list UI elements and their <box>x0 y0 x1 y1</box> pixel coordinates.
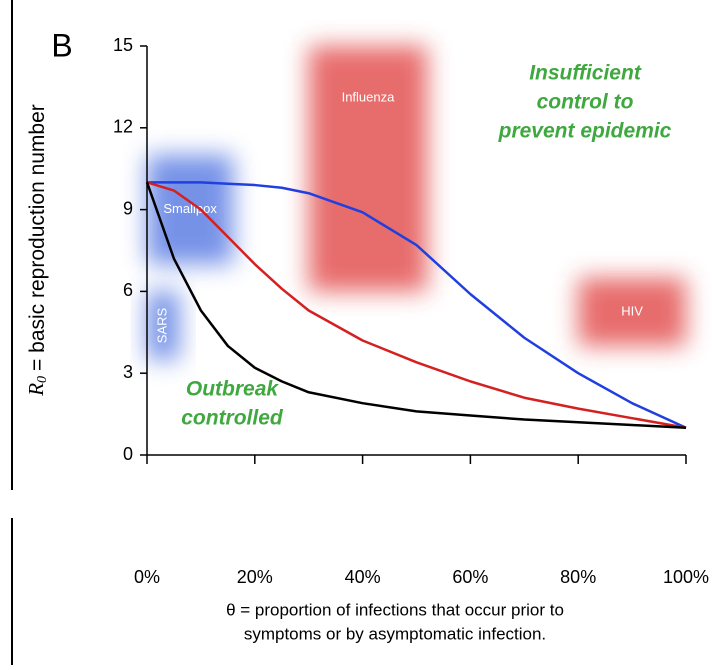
region <box>308 46 428 292</box>
x-axis-label: symptoms or by asymptomatic infection. <box>244 624 546 643</box>
annotation: Outbreak <box>186 378 280 401</box>
x-tick-label: 0% <box>134 567 160 587</box>
y-tick-label: 0 <box>123 444 133 464</box>
annotation: controlled <box>181 407 284 430</box>
y-tick-label: 6 <box>123 280 133 300</box>
annotation: prevent epidemic <box>498 120 672 143</box>
x-tick-label: 80% <box>560 567 596 587</box>
line-series <box>145 181 687 429</box>
y-tick-label: 9 <box>123 198 133 218</box>
y-tick-label: 3 <box>123 362 133 382</box>
x-tick-label: 40% <box>345 567 381 587</box>
y-tick-label: 15 <box>113 35 133 55</box>
region <box>147 291 180 360</box>
line-series <box>146 181 687 429</box>
x-tick-label: 60% <box>452 567 488 587</box>
panel-label: B <box>51 27 72 63</box>
region-label: Influenza <box>342 89 396 104</box>
region <box>147 155 234 265</box>
y-label-subscript: 0 <box>35 376 50 383</box>
x-tick-label: 100% <box>663 567 709 587</box>
annotation: Insufficient <box>529 62 642 85</box>
region-label: HIV <box>621 303 643 318</box>
y-label-symbol: R <box>24 383 48 397</box>
x-tick-label: 20% <box>237 567 273 587</box>
line-series <box>147 181 687 429</box>
y-label-text: = basic reproduction number <box>26 104 49 371</box>
annotation: control to <box>537 91 634 114</box>
region-label: SARS <box>155 307 170 343</box>
region <box>578 277 686 346</box>
x-axis-label: θ = proportion of infections that occur … <box>226 600 564 619</box>
y-axis-label: R0 = basic reproduction number <box>24 104 50 397</box>
y-tick-label: 12 <box>113 117 133 137</box>
